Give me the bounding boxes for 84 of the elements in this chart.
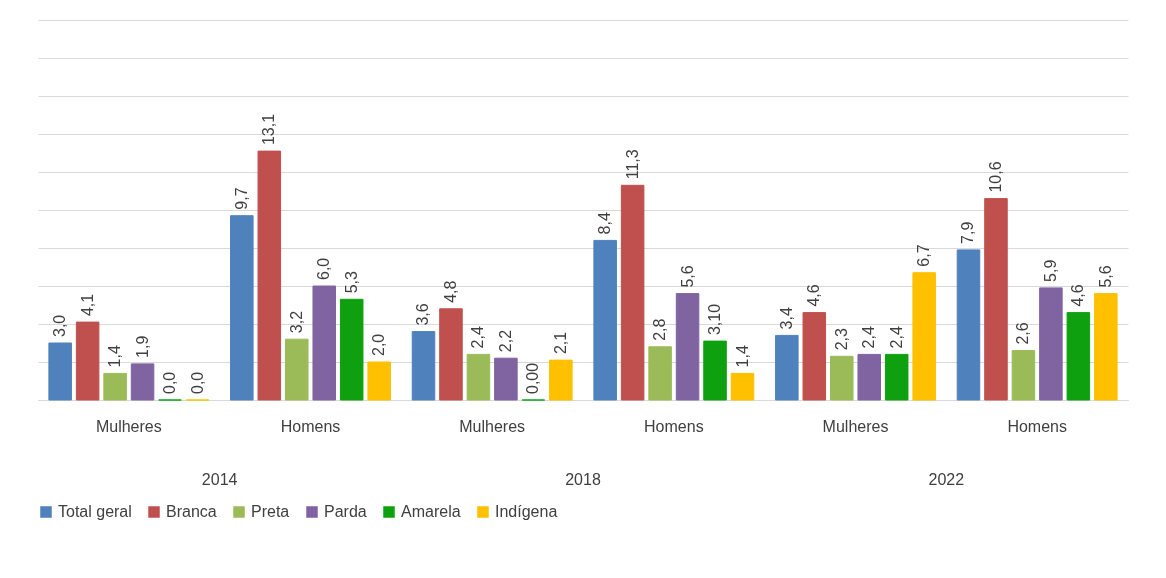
bar bbox=[1011, 350, 1036, 401]
data-label: 5,3 bbox=[342, 270, 360, 294]
data-label: 3,6 bbox=[414, 303, 432, 326]
legend-label: Parda bbox=[324, 503, 367, 520]
data-label: 2,0 bbox=[370, 333, 388, 356]
bar bbox=[956, 249, 981, 401]
text: 2022 bbox=[928, 471, 965, 488]
data-label: 0,00 bbox=[524, 362, 542, 394]
data-label: 1,4 bbox=[733, 345, 751, 368]
text: 2018 bbox=[565, 471, 601, 488]
bar bbox=[830, 355, 854, 401]
bar bbox=[411, 331, 436, 401]
data-label: 4,6 bbox=[1069, 284, 1087, 307]
bar bbox=[857, 353, 881, 401]
data-label: 0,0 bbox=[188, 371, 206, 394]
x-tick-label: Mulheres bbox=[459, 417, 526, 435]
bar bbox=[257, 150, 282, 401]
legend-label: Preta bbox=[251, 503, 290, 520]
bar bbox=[675, 293, 700, 401]
data-label: 3,4 bbox=[777, 307, 795, 330]
bar bbox=[730, 372, 755, 401]
data-label: 4,6 bbox=[805, 284, 823, 307]
bar bbox=[439, 308, 463, 401]
bar bbox=[339, 298, 364, 401]
x-tick-label: Homens bbox=[644, 417, 704, 435]
bar bbox=[230, 215, 254, 401]
bar bbox=[1066, 312, 1091, 401]
bar bbox=[312, 285, 336, 401]
data-label: 6,0 bbox=[315, 257, 333, 280]
bar bbox=[802, 312, 827, 401]
bar bbox=[367, 361, 391, 401]
bar bbox=[1094, 293, 1118, 401]
data-label: 3,2 bbox=[287, 310, 305, 334]
data-label: 5,6 bbox=[1096, 265, 1114, 288]
data-label: 2,2 bbox=[496, 329, 514, 353]
data-label: 13,1 bbox=[260, 113, 278, 146]
bar bbox=[648, 346, 672, 401]
bar bbox=[103, 372, 127, 401]
bar bbox=[130, 363, 155, 401]
data-label: 1,9 bbox=[133, 335, 151, 358]
bar bbox=[285, 338, 309, 401]
data-label: 3,10 bbox=[706, 303, 724, 336]
data-label: 5,6 bbox=[678, 265, 696, 288]
bar bbox=[1039, 287, 1063, 401]
bar bbox=[466, 353, 491, 401]
x-tick-label: Mulheres bbox=[822, 417, 889, 435]
data-label: 2,4 bbox=[469, 326, 487, 349]
x-tick-label: Mulheres bbox=[95, 417, 162, 435]
data-label: 2,6 bbox=[1014, 322, 1032, 345]
data-label: 1,4 bbox=[106, 345, 124, 368]
data-label: 11,3 bbox=[623, 149, 641, 180]
data-label: 7,9 bbox=[959, 221, 977, 244]
bar bbox=[884, 353, 909, 401]
legend-label: Indígena bbox=[495, 503, 558, 520]
data-label: 2,4 bbox=[860, 326, 878, 349]
bar bbox=[75, 321, 100, 401]
data-label: 2,4 bbox=[887, 326, 905, 349]
data-label: 0,0 bbox=[161, 371, 179, 394]
data-label: 2,8 bbox=[651, 318, 669, 341]
bar bbox=[494, 357, 518, 401]
bar bbox=[703, 340, 727, 401]
bar bbox=[48, 342, 72, 401]
bar bbox=[593, 239, 617, 401]
data-label: 10,6 bbox=[986, 161, 1004, 193]
bar bbox=[620, 184, 645, 401]
legend-label: Total geral bbox=[58, 503, 132, 520]
data-label: 3,0 bbox=[51, 314, 69, 337]
data-label: 9,7 bbox=[232, 187, 250, 210]
bar bbox=[549, 359, 573, 401]
data-label: 8,4 bbox=[596, 212, 614, 235]
text: 2014 bbox=[201, 471, 238, 488]
bar bbox=[984, 198, 1008, 401]
data-label: 6,7 bbox=[915, 244, 933, 267]
data-label: 2,3 bbox=[832, 327, 850, 351]
data-label: 5,9 bbox=[1041, 259, 1059, 282]
x-tick-label: Homens bbox=[1007, 417, 1067, 435]
data-label: 4,1 bbox=[78, 293, 96, 317]
data-label: 4,8 bbox=[441, 280, 459, 303]
data-label: 2,1 bbox=[551, 331, 569, 355]
bar bbox=[775, 334, 799, 401]
bar bbox=[912, 272, 936, 401]
legend-label: Branca bbox=[166, 503, 217, 520]
legend-label: Amarela bbox=[401, 503, 461, 520]
x-tick-label: Homens bbox=[280, 417, 341, 435]
